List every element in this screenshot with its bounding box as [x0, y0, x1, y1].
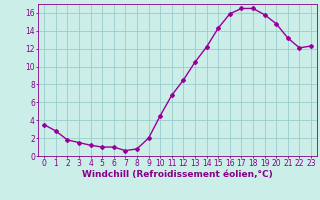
X-axis label: Windchill (Refroidissement éolien,°C): Windchill (Refroidissement éolien,°C): [82, 170, 273, 179]
